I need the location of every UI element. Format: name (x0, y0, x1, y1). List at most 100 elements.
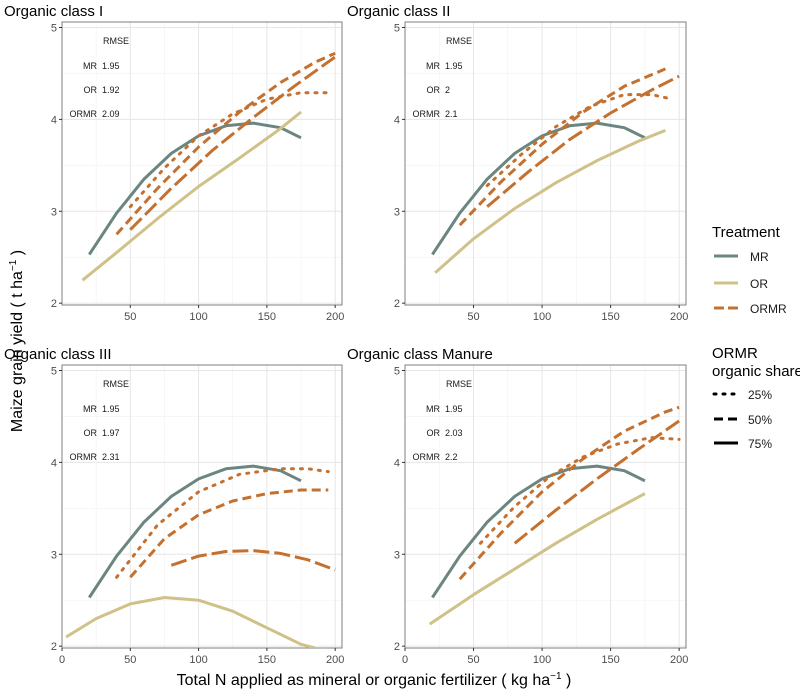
rmse-label: ORMR (70, 452, 98, 462)
series-ormr-75 (513, 419, 680, 545)
series-ormr-25 (485, 93, 674, 188)
panel-border (404, 364, 687, 649)
x-tick-label: 100 (189, 654, 207, 666)
rmse-value: 1.92 (102, 85, 120, 95)
rmse-value: 1.97 (102, 428, 120, 438)
legend-label-mr: MR (750, 250, 769, 264)
rmse-header: RMSE (446, 36, 472, 46)
panel-organic-class-manure: Organic class Manure 0 50 100 150 200 2 3 4 5 RMSE… (347, 346, 688, 666)
treatment-legend: Treatment MR OR ORMR (712, 224, 787, 316)
rmse-header: RMSE (103, 379, 129, 389)
series-or (428, 492, 646, 626)
series-or (434, 129, 666, 274)
rmse-header: RMSE (446, 379, 472, 389)
rmse-label: ORMR (70, 109, 98, 119)
series-ormr-50 (115, 51, 336, 236)
legend-item-mr: MR (714, 250, 769, 264)
y-tick-label: 2 (394, 298, 400, 310)
panel-organic-class-iii: Organic class III 0 50 100 150 200 2 3 4 5 RMSE MR 1… (4, 346, 344, 666)
rmse-annotation: RMSE MR 1.95 OR 1.97 ORMR 2.31 (70, 379, 130, 462)
series-ormr-50 (129, 488, 329, 579)
series-or (65, 596, 316, 648)
x-tick-label: 0 (402, 654, 408, 666)
y-tick-label: 2 (394, 641, 400, 653)
rmse-value: 1.95 (102, 404, 120, 414)
series-group (81, 51, 337, 282)
panel-organic-class-i: Organic class I 50 100 150 200 2 3 4 5 RMSE MR 1.95… (4, 3, 344, 323)
x-tick-label: 150 (601, 311, 619, 323)
x-tick-label: 50 (467, 311, 479, 323)
rmse-label: OR (427, 85, 441, 95)
rmse-header: RMSE (103, 36, 129, 46)
panel-organic-class-ii: Organic class II 50 100 150 200 2 3 4 5 RMSE MR 1.9… (347, 3, 688, 323)
y-tick-label: 4 (394, 457, 400, 469)
y-tick-label: 2 (51, 641, 57, 653)
rmse-label: OR (84, 85, 98, 95)
share-item-25: 25% (712, 388, 772, 402)
rmse-label: MR (83, 404, 97, 414)
share-legend: ORMR organic share 25% 50% 75% (712, 345, 800, 451)
rmse-value: 2.31 (102, 452, 120, 462)
y-tick-label: 2 (51, 298, 57, 310)
y-tick-label: 4 (394, 114, 400, 126)
share-legend-title-line1: ORMR (712, 345, 758, 362)
share-label-50: 50% (748, 413, 772, 427)
rmse-value: 2.1 (445, 109, 458, 119)
x-tick-label: 150 (258, 311, 276, 323)
rmse-label: OR (84, 428, 98, 438)
x-tick-label: 0 (59, 654, 65, 666)
legend-label-ormr: ORMR (750, 302, 787, 316)
share-legend-title-line2: organic share (712, 363, 800, 380)
series-ormr-75 (486, 74, 680, 208)
rmse-value: 1.95 (102, 61, 120, 71)
rmse-annotation: RMSE MR 1.95 OR 1.92 ORMR 2.09 (70, 36, 130, 119)
y-tick-label: 4 (51, 114, 57, 126)
panel-title: Organic class III (4, 346, 112, 363)
x-tick-label: 200 (670, 654, 688, 666)
rmse-label: ORMR (413, 109, 441, 119)
share-item-50: 50% (714, 413, 772, 427)
rmse-label: MR (426, 61, 440, 71)
x-tick-label: 200 (670, 311, 688, 323)
series-ormr-50 (458, 405, 680, 581)
legend-item-or: OR (714, 277, 768, 291)
x-tick-label: 200 (326, 654, 344, 666)
y-axis-title: Maize grain yield ( t ha−1 ) (8, 250, 26, 432)
panel-title: Organic class II (347, 3, 450, 20)
x-tick-label: 200 (326, 311, 344, 323)
y-tick-label: 4 (51, 457, 57, 469)
rmse-annotation: RMSE MR 1.95 OR 2 ORMR 2.1 (413, 36, 473, 119)
panel-border (404, 21, 687, 306)
y-tick-label: 5 (394, 23, 400, 35)
share-item-75: 75% (714, 437, 772, 451)
share-label-25: 25% (748, 388, 772, 402)
panel-border (61, 21, 343, 306)
x-tick-label: 50 (124, 654, 136, 666)
panel-border (61, 364, 343, 649)
y-tick-label: 5 (394, 366, 400, 378)
rmse-label: MR (426, 404, 440, 414)
x-tick-label: 100 (533, 311, 551, 323)
panel-title: Organic class I (4, 3, 103, 20)
y-tick-label: 5 (51, 366, 57, 378)
series-ormr-75 (170, 549, 336, 572)
share-label-75: 75% (748, 437, 772, 451)
rmse-label: OR (427, 428, 441, 438)
series-group (65, 464, 336, 648)
series-ormr-25 (115, 467, 330, 579)
rmse-value: 2.03 (445, 428, 463, 438)
series-mr (431, 464, 646, 599)
legend-label-or: OR (750, 277, 768, 291)
y-tick-label: 3 (394, 549, 400, 561)
y-tick-label: 3 (51, 549, 57, 561)
x-tick-label: 50 (124, 311, 136, 323)
x-tick-label: 150 (258, 654, 276, 666)
rmse-value: 2.2 (445, 452, 458, 462)
treatment-legend-title: Treatment (712, 224, 781, 241)
series-ormr-75 (129, 55, 337, 231)
rmse-annotation: RMSE MR 1.95 OR 2.03 ORMR 2.2 (413, 379, 473, 462)
rmse-value: 1.95 (445, 61, 463, 71)
rmse-label: MR (83, 61, 97, 71)
